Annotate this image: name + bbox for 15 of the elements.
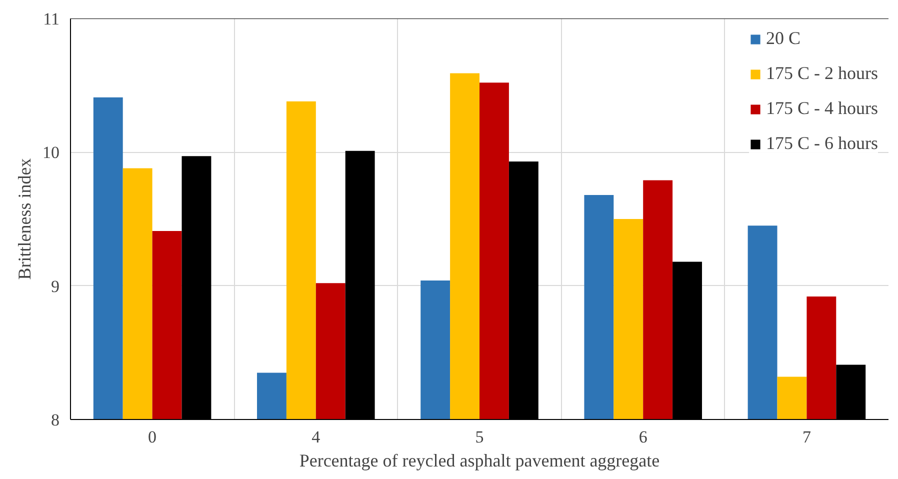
legend-label: 175 C - 6 hours bbox=[766, 133, 878, 154]
y-tick-label: 9 bbox=[51, 276, 60, 296]
x-tick-label: 5 bbox=[475, 428, 484, 446]
legend-label: 175 C - 4 hours bbox=[766, 98, 878, 119]
y-tick-label: 10 bbox=[42, 143, 60, 162]
y-axis-title: Brittleness index bbox=[14, 158, 34, 280]
x-tick-label: 0 bbox=[148, 428, 157, 446]
y-tick-label: 8 bbox=[51, 410, 60, 430]
legend-label: 175 C - 2 hours bbox=[766, 63, 878, 84]
x-tick-label: 4 bbox=[312, 428, 321, 446]
y-tick-label: 11 bbox=[43, 10, 60, 28]
x-tick-label: 6 bbox=[638, 428, 648, 446]
x-tick-label: 7 bbox=[802, 428, 812, 446]
legend-label: 20 C bbox=[766, 28, 801, 49]
x-axis-title: Percentage of reycled asphalt pavement aggregate bbox=[299, 450, 660, 470]
